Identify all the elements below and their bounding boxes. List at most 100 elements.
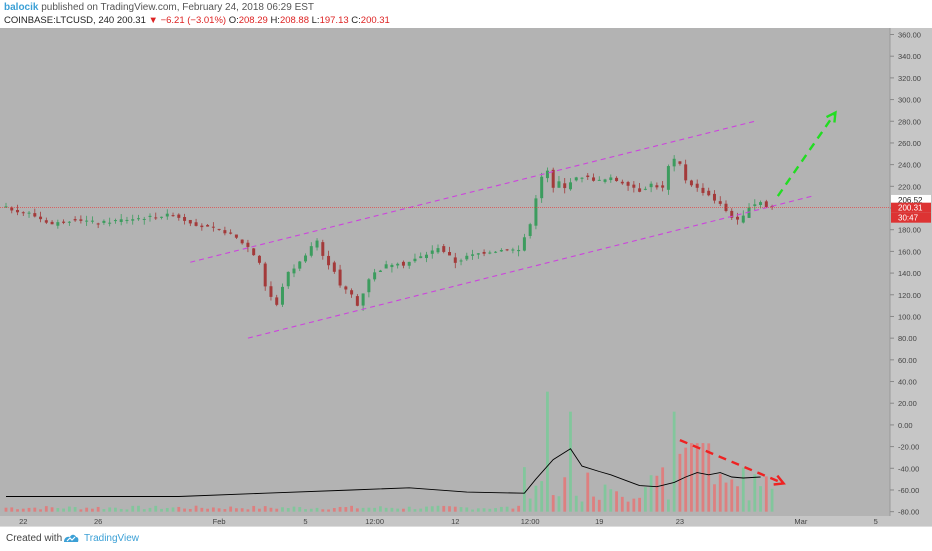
candle-body <box>609 177 613 181</box>
candle-body <box>448 252 452 256</box>
volume-bar <box>67 506 71 512</box>
candle-body <box>592 177 596 181</box>
candle-body <box>315 240 319 248</box>
candle-body <box>453 257 457 263</box>
candle-body <box>50 221 54 225</box>
volume-bar <box>638 497 641 512</box>
candle-body <box>522 237 526 251</box>
volume-bar <box>540 481 544 512</box>
price-chart[interactable]: 360.00340.00320.00300.00280.00260.00240.… <box>0 28 932 526</box>
publish-line: balocik published on TradingView.com, Fe… <box>4 2 314 13</box>
volume-bar <box>309 508 313 512</box>
candle-body <box>355 296 359 306</box>
volume-bar <box>73 507 77 512</box>
symbol-label[interactable]: COINBASE:LTCUSD, 240 <box>4 15 115 26</box>
volume-bar <box>390 507 394 512</box>
tradingview-logo-icon[interactable] <box>62 531 80 545</box>
tradingview-brand[interactable]: TradingView <box>84 533 140 544</box>
volume-bar <box>177 506 181 512</box>
candle-body <box>603 179 607 182</box>
y-tick-label: -40.00 <box>898 464 919 473</box>
volume-bar <box>684 447 688 512</box>
volume-bar <box>292 506 296 512</box>
volume-bar <box>188 508 192 512</box>
candle-body <box>280 286 284 305</box>
candle-body <box>309 246 313 256</box>
arrow-down-dashed-head <box>773 474 786 486</box>
volume-bar <box>413 509 417 512</box>
volume-bar <box>667 499 670 512</box>
volume-bar <box>304 509 307 512</box>
volume-bar <box>609 489 613 512</box>
candle-body <box>643 188 647 190</box>
author-name[interactable]: balocik <box>4 2 39 13</box>
volume-bar <box>425 506 428 512</box>
volume-bar <box>753 474 757 512</box>
y-tick-label: 0.00 <box>898 421 913 430</box>
arrow-down-dashed-line <box>679 438 785 485</box>
candle-body <box>361 293 365 306</box>
candle-body <box>79 219 83 221</box>
candle-body <box>269 286 273 297</box>
volume-bar <box>707 443 711 512</box>
y-tick-label: -60.00 <box>898 486 919 495</box>
candle-body <box>275 297 279 305</box>
volume-bar <box>344 507 348 512</box>
volume-bar <box>27 507 31 512</box>
volume-bar <box>592 496 595 512</box>
volume-bar <box>741 467 745 512</box>
candle-body <box>586 175 590 178</box>
candle-body <box>206 224 210 227</box>
volume-bar <box>661 467 665 512</box>
candle-body <box>390 264 394 268</box>
candle-body <box>113 220 117 222</box>
volume-bar <box>523 467 526 512</box>
low-label: L: <box>311 15 320 26</box>
y-tick-label: -20.00 <box>898 443 919 452</box>
x-tick-label: Mar <box>794 517 807 526</box>
candle-body <box>338 269 342 286</box>
volume-bar <box>91 508 94 512</box>
price-label: 200.31 <box>898 204 923 213</box>
volume-bar <box>649 475 653 512</box>
volume-bar <box>436 505 440 512</box>
volume-bar <box>235 508 238 512</box>
price-label: 206.52 <box>898 196 923 205</box>
volume-bar <box>171 507 175 512</box>
volume-bar <box>655 475 659 512</box>
candle-body <box>67 221 71 223</box>
high-value: 208.88 <box>279 15 309 26</box>
y-tick-label: 120.00 <box>898 291 921 300</box>
candle-body <box>27 212 31 214</box>
candle-body <box>160 216 164 218</box>
y-tick-label: 140.00 <box>898 269 921 278</box>
candle-body <box>56 222 60 226</box>
candle-body <box>85 220 89 222</box>
y-tick-label: 160.00 <box>898 247 921 256</box>
x-tick-label: 5 <box>874 517 878 526</box>
x-tick-label: 23 <box>676 517 684 526</box>
candle-body <box>21 212 25 214</box>
chart-area[interactable]: 360.00 340.00 320.00 300.00 280.00 260.00 240.… <box>0 28 932 526</box>
volume-bar <box>620 496 624 512</box>
volume-bar <box>465 507 469 512</box>
open-label: O: <box>228 15 239 26</box>
volume-bar <box>643 487 647 512</box>
candle-body <box>16 209 20 213</box>
candle-body <box>223 230 227 234</box>
candle-body <box>672 158 676 167</box>
volume-bar <box>563 477 567 512</box>
volume-bar <box>142 509 146 512</box>
candle-body <box>557 181 561 188</box>
volume-bar <box>534 485 538 512</box>
channel-lower-line <box>247 195 813 339</box>
volume-bar <box>119 508 123 512</box>
candle-body <box>257 255 261 263</box>
volume-bar <box>246 509 250 512</box>
volume-bar <box>361 507 365 512</box>
volume-bar <box>442 505 446 512</box>
volume-bar <box>730 479 734 512</box>
volume-bar <box>488 508 492 512</box>
price-axis <box>890 28 932 526</box>
volume-bar <box>557 496 561 512</box>
